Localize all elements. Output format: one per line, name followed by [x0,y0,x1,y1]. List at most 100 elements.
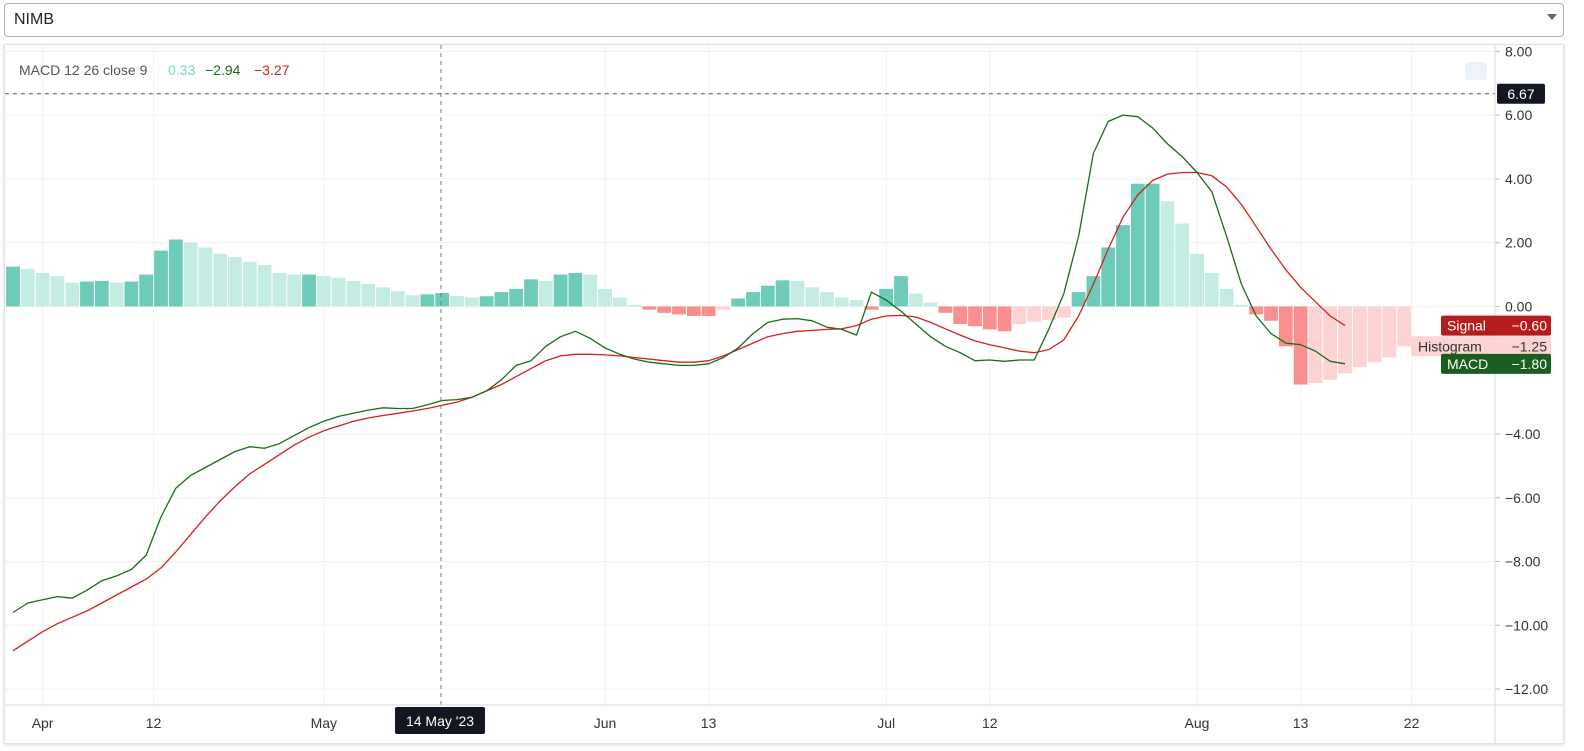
histogram-bar [109,282,124,307]
histogram-bar [494,292,509,307]
time-tick-label: Jul [877,715,895,731]
histogram-bar [834,297,849,307]
histogram-bar [1160,201,1175,307]
histogram-bar [864,306,879,310]
histogram-bar [820,292,834,307]
histogram-bar [464,297,479,307]
histogram-bar [716,306,731,310]
histogram-bar [1175,223,1190,307]
chart-container[interactable]: 8.00 6.00 4.00 2.00 0.00 −4.00 −6.00 −8.00 −10.0… [4,43,1564,744]
histogram-bar [805,287,820,307]
legend-study-name: MACD 12 26 close 9 [19,62,148,78]
histogram-bar [524,279,538,307]
histogram-bar [1293,306,1308,385]
histogram-bar [376,287,390,307]
macd-chart[interactable]: 8.00 6.00 4.00 2.00 0.00 −4.00 −6.00 −8.00 −10.0… [5,43,1563,743]
histogram-bar [746,292,760,307]
time-axis[interactable]: Apr 12 May Jun 13 Jul 12 Aug 13 22 [5,704,1563,731]
histogram-bar [612,297,627,307]
crosshair-price-tag-box [1497,83,1545,104]
histogram-bar [242,261,257,307]
histogram-bar [894,276,908,307]
histogram-bar [346,280,361,307]
time-tick-label: Aug [1185,715,1210,731]
price-tick-label: 0.00 [1505,298,1532,314]
time-tick-label: Jun [594,715,617,731]
histogram-bar [1042,306,1056,320]
histogram-bar [450,295,464,307]
legend-histogram-value: 0.33 [168,62,195,78]
histogram-last-value: −1.25 [1512,338,1548,354]
crosshair-date-tag: 14 May '23 [395,707,485,734]
histogram-bar [1027,306,1042,322]
histogram-bar [94,280,109,307]
histogram-bar [509,288,524,307]
histogram-bar [1308,306,1323,383]
histogram-bar [154,250,168,307]
histogram-bar [1352,306,1367,368]
histogram-bar [583,274,598,307]
histogram-bar [1278,306,1293,347]
price-tick-label: −4.00 [1505,426,1541,442]
histogram-bar [731,298,746,307]
histogram-bar [598,288,612,307]
histogram-bar [435,293,450,307]
histogram-bar [1367,306,1382,363]
histogram-bar [272,272,287,307]
histogram-bar [80,281,94,307]
crosshair-date-label: 14 May '23 [406,713,474,729]
histogram-bar [938,306,953,313]
histogram-bar [1071,292,1086,307]
crosshair [5,45,1495,705]
histogram-bar [20,268,35,307]
histogram-bar [1382,306,1397,358]
symbol-select-value: NIMB [14,11,54,28]
symbol-select[interactable]: NIMB [4,3,1564,37]
macd-line [12,114,1346,614]
histogram-bar [198,247,213,307]
histogram-bar [213,253,228,307]
crosshair-price-tag: 6.67 [1497,83,1545,104]
histogram-last-tag: Histogram −1.25 [1411,336,1551,357]
histogram-bar [982,306,997,330]
price-tick-label: 8.00 [1505,45,1532,59]
histogram-legend-name: Histogram [1418,338,1482,354]
histogram-bar [1264,306,1278,321]
macd-last-tag-box [1441,353,1551,374]
histogram-bar [775,280,790,307]
screenshot-icon[interactable] [1465,62,1487,80]
time-tick-label: Apr [32,715,54,731]
histogram-bar [1056,306,1071,318]
histogram-bar [627,304,642,307]
price-tick-label: 6.00 [1505,107,1532,123]
histogram-bar [553,274,568,307]
histogram-bar [686,306,701,317]
histogram-bar [908,293,923,307]
chevron-down-icon[interactable] [1547,14,1557,20]
histogram-bar [361,284,376,307]
histogram-bar [35,272,50,307]
histogram-bar [657,306,672,313]
chart-legend: MACD 12 26 close 9 0.33 −2.94 −3.27 [19,62,290,78]
histogram-bar [390,291,405,307]
histogram-bar [405,295,420,307]
histogram-bar [316,276,331,307]
histogram-bar [1190,253,1204,307]
histogram-bar [760,285,775,307]
signal-line [12,171,1346,652]
price-axis[interactable]: 8.00 6.00 4.00 2.00 0.00 −4.00 −6.00 −8.00 −10.0… [1494,43,1548,743]
histogram-bar [672,306,686,315]
price-tick-label: 4.00 [1505,171,1532,187]
histogram-last-tag-box [1411,336,1551,357]
histogram-bar [1086,276,1101,307]
time-tick-label: 12 [982,715,998,731]
time-tick-label: May [311,715,337,731]
histogram-bar [923,302,938,307]
histogram-bar [538,280,553,307]
histogram-bar [65,282,80,307]
signal-last-tag: Signal −0.60 [1441,315,1551,336]
price-tick-label: −12.00 [1505,681,1548,697]
histogram-bar [479,296,494,307]
chart-lines [12,114,1346,652]
histogram-bar [997,306,1012,332]
